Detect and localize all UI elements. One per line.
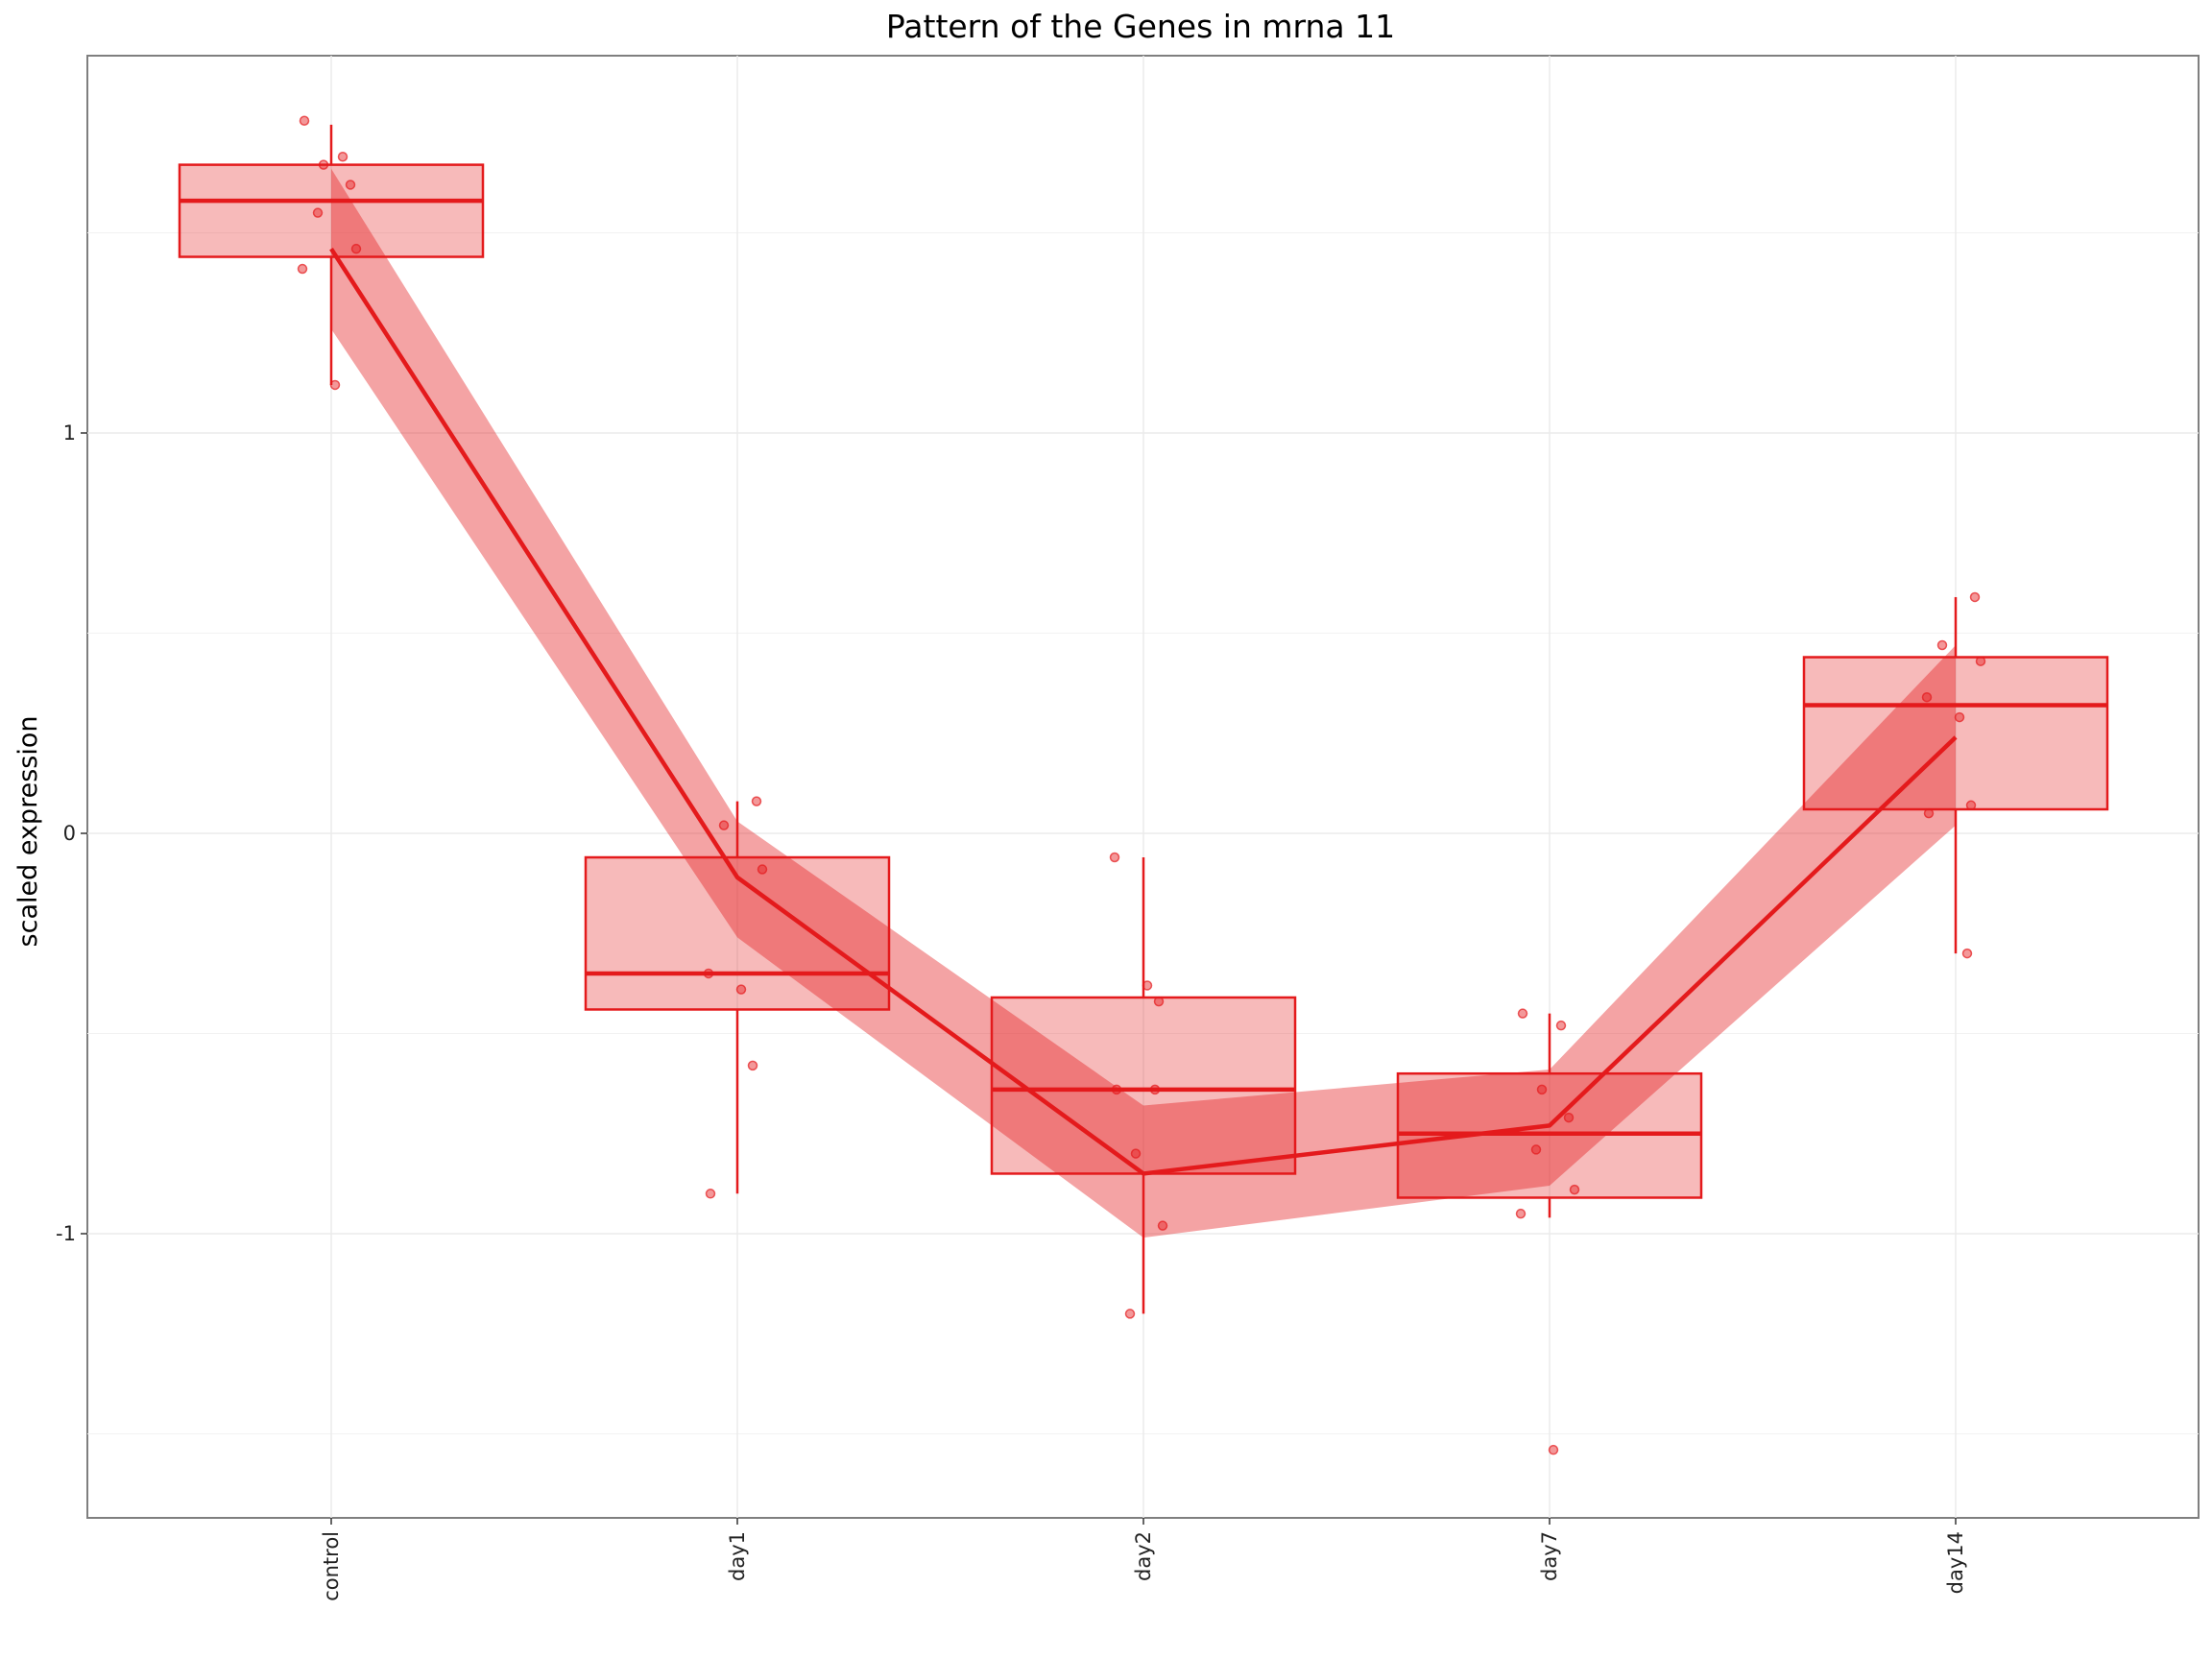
boxplot-control: [178, 124, 485, 385]
trend-ribbon-layer: [331, 168, 1956, 1238]
data-point: [1536, 1084, 1548, 1095]
box: [990, 996, 1297, 1175]
y-tick-label: -1: [56, 1222, 76, 1245]
box: [178, 163, 485, 258]
data-point: [312, 207, 324, 218]
trend-line: [329, 247, 1958, 1176]
data-point: [1923, 807, 1935, 819]
data-point: [1142, 980, 1153, 991]
data-point: [297, 263, 308, 275]
data-point: [329, 379, 341, 391]
data-point: [1111, 1084, 1122, 1095]
y-tick-label: 1: [63, 421, 76, 445]
data-point: [1563, 1112, 1575, 1123]
data-point: [703, 968, 714, 979]
data-point: [299, 115, 310, 126]
x-tick-label: day2: [1132, 1531, 1155, 1581]
trend-ribbon: [331, 168, 1956, 1238]
data-point: [757, 864, 768, 875]
data-point: [1921, 691, 1933, 703]
data-point: [1954, 711, 1965, 723]
data-point: [1517, 1008, 1528, 1019]
data-point: [1157, 1220, 1168, 1231]
data-point: [1515, 1208, 1527, 1219]
data-point: [1124, 1309, 1136, 1319]
data-point: [345, 180, 356, 190]
x-tick-label: day14: [1944, 1531, 1967, 1594]
box: [584, 855, 891, 1011]
data-point: [1555, 1020, 1567, 1031]
data-points-layer: [297, 115, 1986, 1455]
boxplot-day2: [990, 857, 1297, 1314]
data-point: [705, 1189, 716, 1199]
data-point: [1975, 656, 1986, 666]
major-gridlines: [87, 56, 2199, 1518]
data-point: [350, 243, 362, 254]
data-point: [718, 820, 730, 830]
data-point: [1961, 948, 1973, 959]
y-tick-label: 0: [63, 822, 76, 845]
data-point: [1548, 1444, 1559, 1455]
data-point: [735, 984, 747, 995]
x-tick-label: day1: [726, 1531, 749, 1581]
boxplot-day14: [1802, 596, 2109, 954]
data-point: [1149, 1084, 1161, 1095]
data-point: [1130, 1148, 1142, 1159]
data-point: [751, 796, 762, 806]
data-point: [318, 159, 329, 170]
data-point: [1569, 1184, 1580, 1195]
data-point: [1153, 996, 1165, 1007]
box: [1802, 656, 2109, 811]
y-axis-label: scaled expression: [13, 716, 43, 948]
x-tick-label: day7: [1538, 1531, 1561, 1581]
axes-layer: -1 0 1 control day1 day2 day7 day14: [56, 421, 1967, 1601]
data-point: [337, 152, 349, 162]
data-point: [1530, 1144, 1542, 1155]
trend-line-layer: [329, 247, 1958, 1176]
x-tick-label: control: [320, 1531, 343, 1601]
data-point: [1109, 852, 1120, 863]
data-point: [1965, 800, 1977, 811]
data-point: [1969, 591, 1981, 603]
boxplot-day1: [584, 801, 891, 1194]
data-point: [1936, 639, 1948, 651]
chart-title: Pattern of the Genes in mrna 11: [886, 8, 1395, 45]
data-point: [747, 1060, 758, 1071]
